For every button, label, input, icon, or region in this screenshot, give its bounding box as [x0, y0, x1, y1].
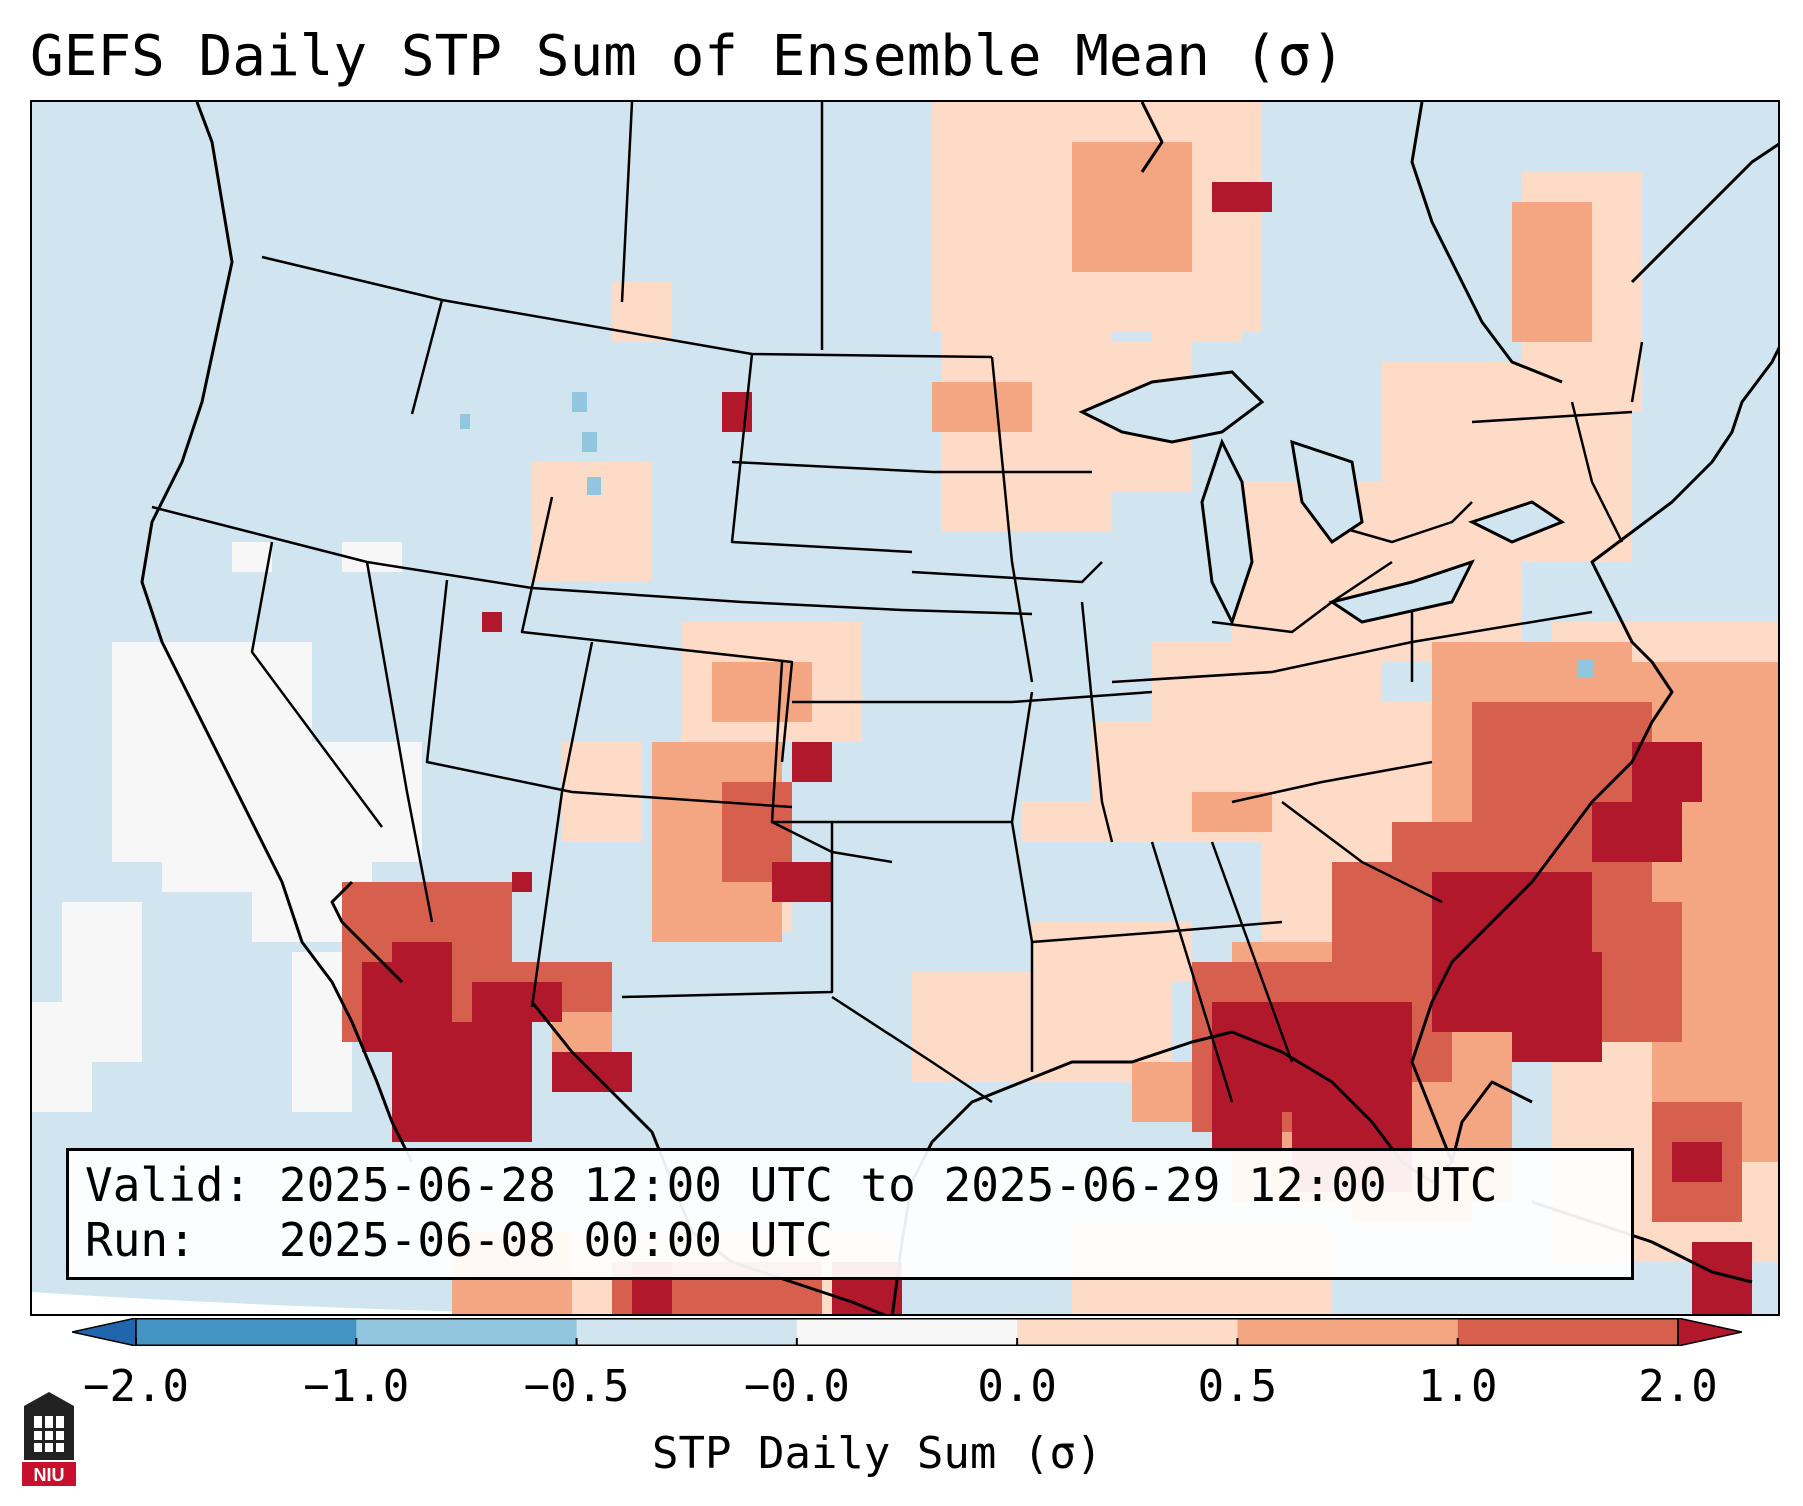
colorbar-tick-label: −0.5: [523, 1361, 630, 1412]
colorbar-tick-label: −1.0: [303, 1361, 410, 1412]
colorbar-bin: [1457, 1318, 1679, 1346]
valid-value: 2025-06-28 12:00 UTC to 2025-06-29 12:00…: [278, 1158, 1498, 1212]
run-label: Run:: [85, 1213, 196, 1267]
map-panel: [30, 100, 1780, 1316]
west-coast-neutral-cells: [32, 542, 422, 1112]
extreme-positive-cells: [362, 182, 1752, 1314]
colorbar-tick-label: −0.0: [743, 1361, 850, 1412]
run-value: 2025-06-08 00:00 UTC: [278, 1213, 833, 1267]
colorbar-bin: [1237, 1318, 1459, 1346]
colorbar-tick-label: 0.5: [1197, 1361, 1278, 1412]
colorbar-bin: [796, 1318, 1018, 1346]
colorbar-bin: [576, 1318, 798, 1346]
chart-title: GEFS Daily STP Sum of Ensemble Mean (σ): [30, 24, 1345, 89]
map-svg: [32, 102, 1778, 1314]
colorbar-bin: [1017, 1318, 1238, 1346]
colorbar-tick-label: 2.0: [1638, 1361, 1718, 1412]
colorbar-extend-low: [72, 1318, 137, 1346]
negative-cells: [460, 392, 1593, 677]
colorbar-bins: [72, 1318, 1742, 1346]
colorbar-label: STP Daily Sum (σ): [652, 1428, 1103, 1479]
colorbar: [72, 1318, 1742, 1346]
colorbar-outline: [135, 1318, 1679, 1346]
colorbar-tick-label: 1.0: [1417, 1361, 1498, 1412]
colorbar-bin: [136, 1318, 357, 1346]
valid-run-info-box: Valid: 2025-06-28 12:00 UTC to 2025-06-2…: [66, 1148, 1634, 1280]
colorbar-bin: [356, 1318, 578, 1346]
colorbar-extend-high: [1677, 1318, 1742, 1346]
projection-edge: [32, 1292, 544, 1314]
niu-logo: NIU: [22, 1392, 76, 1486]
state-border-lines: [151, 102, 1644, 1104]
great-lakes: [1078, 370, 1566, 626]
valid-label: Valid:: [85, 1158, 252, 1212]
colorbar-tick-label: 0.0: [977, 1361, 1057, 1412]
logo-text: NIU: [34, 1465, 65, 1485]
colorbar-tick-label: −2.0: [83, 1361, 189, 1412]
